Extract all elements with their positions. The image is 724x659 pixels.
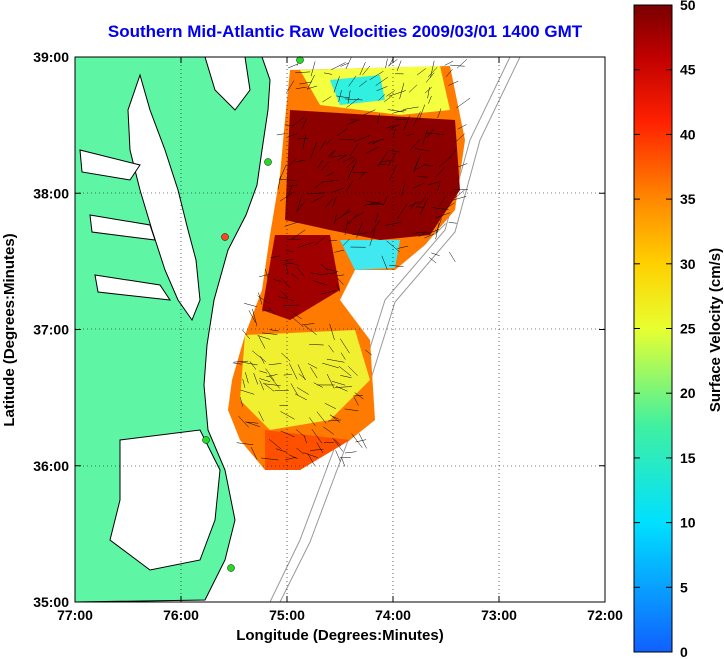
station-marker [227,564,235,572]
y-tick-label: 36:00 [33,458,69,474]
y-tick-label: 37:00 [33,322,69,338]
y-tick-label: 39:00 [33,49,69,65]
station-marker [202,436,210,444]
x-tick-label: 73:00 [481,607,517,623]
map-grid [75,57,605,602]
colorbar-tick-label: 5 [680,579,688,595]
colorbar-tick-label: 20 [680,385,696,401]
station-marker [221,233,229,241]
y-tick-label: 35:00 [33,594,69,610]
colorbar [633,4,673,653]
station-marker [264,158,272,166]
colorbar-tick-label: 30 [680,256,696,272]
x-tick-label: 72:00 [587,607,623,623]
x-tick-label: 74:00 [375,607,411,623]
x-axis-label: Longitude (Degrees:Minutes) [236,627,444,644]
colorbar-tick-label: 0 [680,644,688,659]
colorbar-tick-label: 35 [680,191,696,207]
x-tick-label: 76:00 [163,607,199,623]
colorbar-tick-label: 25 [680,321,696,337]
map-title: Southern Mid-Atlantic Raw Velocities 200… [107,22,583,41]
y-axis-label: Latitude (Degrees:Minutes) [1,233,18,426]
pamlico-sound [109,429,221,571]
x-tick-label: 75:00 [269,607,305,623]
colorbar-tick-label: 10 [680,515,696,531]
colorbar-tick-label: 15 [680,450,696,466]
x-axis: 77:00 76:00 75:00 74:00 73:00 72:00 [57,57,623,623]
colorbar-tick-label: 50 [680,0,696,13]
y-axis: 39:00 38:00 37:00 36:00 35:00 [33,49,605,610]
colorbar-tick-label: 45 [680,62,696,78]
station-marker [296,56,304,64]
y-tick-label: 38:00 [33,185,69,201]
bathymetry-contour [269,57,511,602]
colorbar-ticks: 0 5 10 15 20 25 30 35 40 45 50 [634,0,696,659]
colorbar-label: Surface Velocity (cm/s) [707,248,724,412]
colorbar-tick-label: 40 [680,126,696,142]
x-tick-label: 77:00 [57,607,93,623]
